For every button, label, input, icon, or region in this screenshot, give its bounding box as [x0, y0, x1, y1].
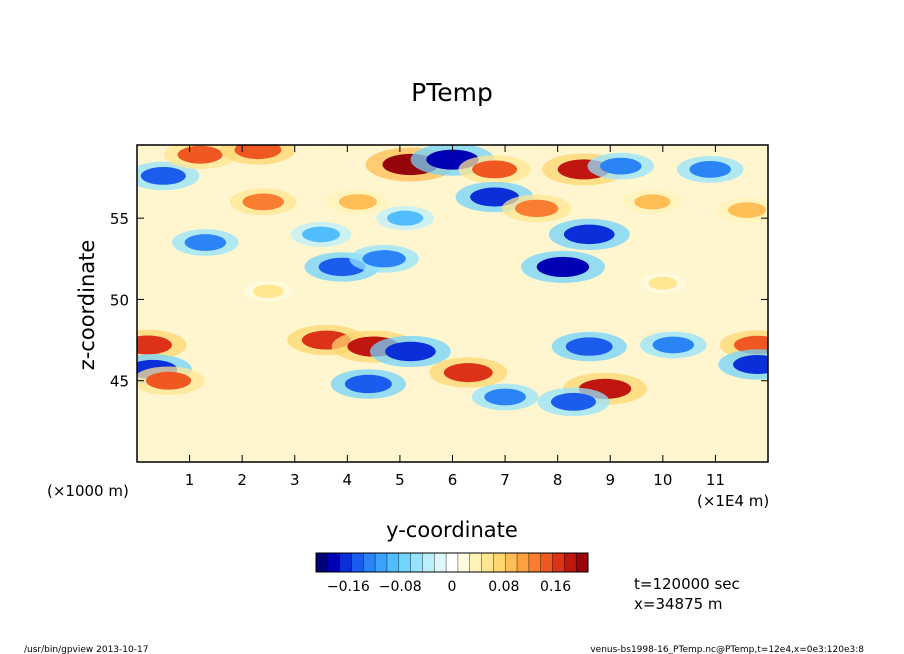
field-blob	[536, 256, 590, 277]
colorbar-swatch	[386, 553, 400, 572]
y-axis-label: z-coordinate	[75, 240, 99, 371]
colorbar-swatch	[446, 553, 459, 572]
field-blob	[689, 161, 731, 178]
y-tick-label: 50	[110, 291, 129, 309]
x-tick-label: 2	[237, 471, 247, 489]
field-blob	[514, 199, 559, 218]
field-blob	[344, 374, 392, 394]
field-blob	[387, 210, 424, 226]
field-blob	[234, 145, 282, 160]
field-blob	[184, 234, 227, 251]
colorbar-swatch	[528, 553, 542, 572]
plot-background	[137, 145, 768, 462]
colorbar-ticks: −0.16 −0.08 0 0.08 0.16	[327, 579, 571, 595]
x-tick-label: 11	[706, 471, 725, 489]
field-blob	[338, 194, 377, 210]
colorbar-swatch	[481, 553, 494, 572]
colorbar-tick-label: −0.16	[327, 579, 370, 595]
field-blob	[177, 145, 223, 164]
colorbar-swatch	[540, 553, 554, 572]
colorbar-tick-label: 0.16	[540, 579, 571, 595]
y-axis-unit-label: (×1000 m)	[47, 482, 129, 500]
colorbar-swatch	[469, 553, 483, 572]
x-tick-label: 1	[185, 471, 195, 489]
field-blob	[565, 337, 613, 356]
colorbar-swatch	[316, 553, 329, 572]
x-axis-unit-label: (×1E4 m)	[697, 492, 769, 510]
field-blob	[302, 226, 341, 243]
field-blob	[599, 157, 642, 175]
colorbar-swatch	[434, 553, 447, 572]
x-tick-label: 4	[343, 471, 353, 489]
field-blob	[140, 166, 186, 185]
x-axis-ticks: 1 2 3 4 5 6 7 8 9 10 11	[185, 145, 725, 489]
y-tick-label: 45	[110, 373, 129, 391]
field-blob	[733, 354, 768, 374]
field-blob	[563, 224, 615, 245]
field-blob	[471, 160, 518, 179]
footer-source: venus-bs1998-16_PTemp.nc@PTemp,t=12e4,x=…	[590, 645, 864, 654]
field-blob	[253, 284, 284, 298]
colorbar-swatch	[564, 553, 577, 572]
x-tick-label: 8	[553, 471, 563, 489]
x-tick-label: 3	[290, 471, 300, 489]
field-blob	[242, 193, 284, 211]
field-blob	[145, 371, 192, 390]
colorbar: −0.16 −0.08 0 0.08 0.16	[315, 552, 589, 595]
field-blob	[634, 194, 671, 210]
time-annotation: t=120000 sec	[634, 575, 740, 593]
x-tick-label: 7	[500, 471, 510, 489]
x-tick-label: 10	[653, 471, 672, 489]
field-blob	[137, 335, 172, 355]
colorbar-swatch	[398, 553, 412, 572]
colorbar-swatch	[517, 553, 530, 572]
colorbar-swatch	[339, 553, 352, 572]
field-blob	[727, 202, 766, 218]
temperature-field	[137, 145, 768, 417]
colorbar-swatch	[457, 553, 471, 572]
field-blob	[385, 341, 436, 362]
colorbar-tick-label: −0.08	[379, 579, 422, 595]
colorbar-swatch	[576, 553, 589, 572]
colorbar-swatch	[363, 553, 376, 572]
colorbar-swatch	[552, 553, 565, 572]
chart-title: PTemp	[411, 78, 493, 107]
x-position-annotation: x=34875 m	[634, 595, 723, 613]
x-tick-label: 6	[448, 471, 458, 489]
colorbar-swatch	[351, 553, 364, 572]
field-blob	[648, 276, 678, 290]
colorbar-swatch	[410, 553, 423, 572]
colorbar-tick-label: 0.08	[488, 579, 519, 595]
x-axis-label: y-coordinate	[386, 518, 518, 542]
colorbar-swatch	[493, 553, 506, 572]
colorbar-swatches	[315, 553, 589, 572]
field-blob	[652, 336, 695, 354]
x-tick-label: 5	[395, 471, 405, 489]
colorbar-swatch	[422, 553, 435, 572]
colorbar-swatch	[375, 553, 388, 572]
field-blob	[362, 250, 406, 268]
colorbar-swatch	[505, 553, 518, 572]
y-axis-ticks: 45 50 55	[110, 210, 768, 391]
footer-program-date: /usr/bin/gpview 2013-10-17	[24, 645, 148, 654]
colorbar-swatch	[327, 553, 341, 572]
field-blob	[550, 392, 597, 411]
y-tick-label: 55	[110, 210, 129, 228]
field-blob	[484, 388, 526, 406]
x-tick-label: 9	[605, 471, 615, 489]
colorbar-frame	[315, 552, 589, 573]
colorbar-tick-label: 0	[448, 579, 457, 595]
field-blob	[443, 363, 493, 383]
